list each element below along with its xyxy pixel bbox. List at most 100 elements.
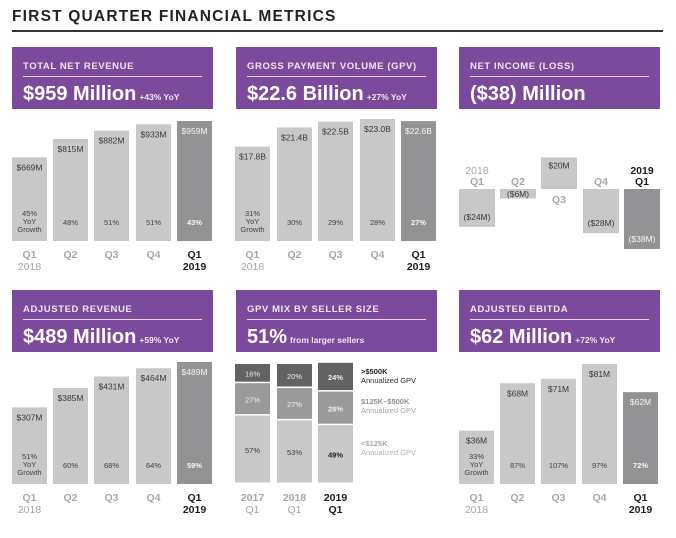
bar: [177, 121, 212, 241]
bar: [583, 189, 619, 234]
x-tick-quarter: Q1: [470, 176, 484, 188]
bar-value-label: ($28M): [588, 218, 615, 228]
x-tick-quarter: Q1: [635, 176, 649, 188]
bar: [624, 189, 660, 249]
x-tick-quarter: Q1: [287, 504, 301, 516]
growth-label: 31%: [245, 209, 260, 218]
x-tick-quarter: Q4: [592, 492, 606, 504]
x-tick-quarter: Q1: [411, 249, 425, 261]
bar-value-label: $20M: [548, 160, 569, 170]
bar-value-label: $489M: [182, 367, 208, 377]
segment-label: 49%: [328, 451, 343, 460]
bar: [53, 139, 88, 241]
card-divider: [470, 319, 649, 320]
bar-value-label: $22.5B: [322, 127, 349, 137]
bar-value-label: ($38M): [629, 234, 656, 244]
bar: [541, 157, 577, 189]
segment-label: 27%: [287, 400, 302, 409]
x-tick-quarter: Q1: [469, 492, 483, 504]
bar: [541, 378, 576, 484]
stacked-segment: [277, 420, 312, 483]
bar: [401, 121, 436, 241]
card-header-total-net-revenue: TOTAL NET REVENUE $959 Million +43% YoY: [12, 47, 213, 109]
growth-label: 30%: [287, 218, 302, 227]
bar: [136, 124, 171, 241]
x-tick-year: 2019: [630, 165, 654, 177]
legend-sublabel: Annualized GPV: [361, 376, 416, 385]
bar-value-label: $62M: [630, 397, 651, 407]
x-tick-quarter: Q1: [22, 492, 36, 504]
bar: [177, 362, 212, 484]
bar-value-label: $22.6B: [405, 126, 432, 136]
card-label: NET INCOME (LOSS): [470, 61, 575, 72]
x-tick-year: 2019: [324, 492, 348, 504]
stacked-segment: [318, 425, 353, 483]
card-header-adjusted-ebitda: ADJUSTED EBITDA $62 Million +72% YoY: [459, 290, 660, 352]
x-tick-quarter: Q4: [370, 249, 384, 261]
bar: [12, 407, 47, 484]
card-value: $489 Million: [23, 326, 137, 348]
card-value: $959 Million: [23, 83, 137, 105]
stacked-segment: [277, 388, 312, 419]
segment-label: 28%: [328, 404, 343, 413]
x-tick-year: 2018: [465, 165, 489, 177]
growth-caption: YoY: [23, 217, 37, 226]
card-value: ($38) Million: [470, 83, 586, 105]
bar-value-label: $815M: [58, 144, 84, 154]
growth-label: 107%: [549, 461, 569, 470]
bar: [318, 121, 353, 241]
bar: [459, 189, 495, 227]
x-tick-quarter: Q1: [328, 504, 342, 516]
stacked-segment: [235, 364, 270, 382]
x-tick-quarter: Q1: [245, 249, 259, 261]
bar-value-label: $307M: [17, 412, 43, 422]
card-label: ADJUSTED EBITDA: [470, 304, 569, 315]
x-tick-quarter: Q3: [104, 492, 118, 504]
x-tick-quarter: Q1: [22, 249, 36, 261]
bar: [136, 368, 171, 484]
card-suffix: +27% YoY: [366, 92, 407, 102]
bar: [623, 392, 658, 484]
bar: [94, 376, 129, 484]
bar-value-label: $959M: [182, 126, 208, 136]
card-suffix: +59% YoY: [139, 335, 180, 345]
growth-caption: Growth: [464, 468, 488, 477]
growth-caption: YoY: [470, 460, 484, 469]
growth-caption: Growth: [240, 225, 264, 234]
growth-label: 87%: [510, 461, 525, 470]
growth-label: 27%: [411, 218, 426, 227]
segment-label: 27%: [245, 395, 260, 404]
x-tick-quarter: Q4: [146, 249, 160, 261]
growth-label: 64%: [146, 461, 161, 470]
card-divider: [470, 76, 649, 77]
x-tick-year: 2018: [18, 504, 42, 516]
growth-label: 72%: [633, 461, 648, 470]
bar-value-label: $36M: [466, 436, 487, 446]
x-tick-quarter: Q2: [287, 249, 301, 261]
bar: [500, 383, 535, 484]
x-tick-quarter: Q2: [510, 492, 524, 504]
card-divider: [247, 319, 426, 320]
segment-label: 16%: [245, 370, 260, 379]
x-tick-year: 2019: [629, 504, 653, 516]
bar-value-label: $17.8B: [239, 152, 266, 162]
card-label: GPV MIX BY SELLER SIZE: [247, 304, 380, 315]
stacked-segment: [235, 383, 270, 415]
bar-value-label: ($24M): [464, 212, 491, 222]
segment-label: 57%: [245, 446, 260, 455]
segment-label: 53%: [287, 448, 302, 457]
bar-value-label: $385M: [58, 393, 84, 403]
bar-value-label: $21.4B: [281, 132, 308, 142]
bar: [277, 127, 312, 241]
card-value: $22.6 Billion: [247, 83, 364, 105]
bar: [500, 189, 536, 199]
bar-value-label: $81M: [589, 369, 610, 379]
bar-value-label: $464M: [141, 373, 167, 383]
card-header-gpv-mix: GPV MIX BY SELLER SIZE 51% from larger se…: [236, 290, 437, 352]
growth-label: 45%: [22, 209, 37, 218]
x-tick-quarter: Q1: [187, 249, 201, 261]
card-value: $62 Million: [470, 326, 573, 348]
bar-value-label: $933M: [141, 129, 167, 139]
card-header-adjusted-revenue: ADJUSTED REVENUE $489 Million +59% YoY: [12, 290, 213, 352]
growth-label: 48%: [63, 218, 78, 227]
